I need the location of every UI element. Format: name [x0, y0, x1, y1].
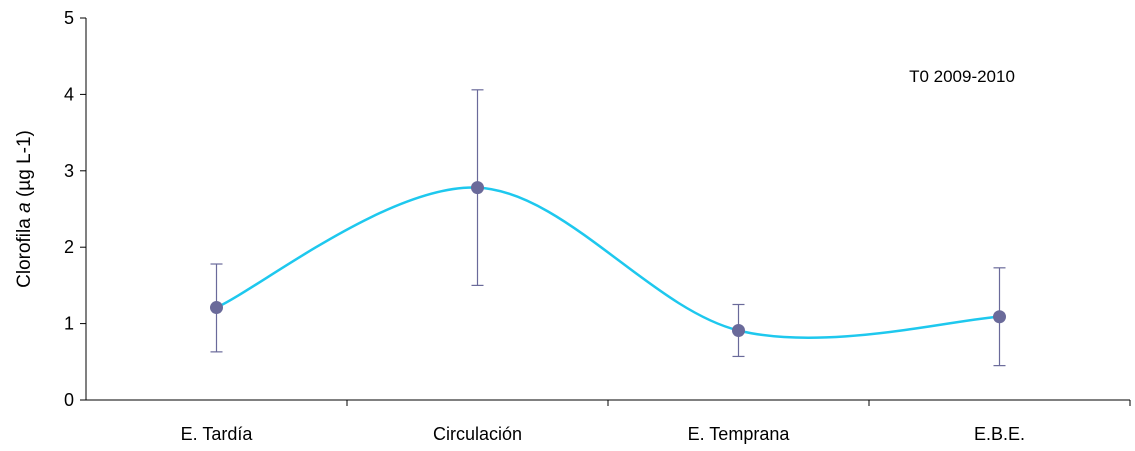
chart-annotation: T0 2009-2010	[909, 67, 1015, 86]
y-tick-label: 3	[64, 161, 74, 181]
x-tick-label: Circulación	[433, 424, 522, 444]
series-layer	[210, 89, 1006, 367]
y-tick-label: 1	[64, 314, 74, 334]
x-tick-label: E. Tardía	[181, 424, 254, 444]
y-axis-title-italic: a	[14, 202, 35, 213]
x-tick-label: E. Temprana	[688, 424, 791, 444]
y-axis-title-unit: (µg L-1)	[14, 130, 35, 202]
y-tick-label: 4	[64, 84, 74, 104]
y-tick-label: 2	[64, 237, 74, 257]
y-tick-label: 5	[64, 8, 74, 28]
y-axis-title-main: Clorofila	[14, 213, 35, 288]
series-line	[215, 186, 1000, 339]
data-point	[732, 323, 745, 337]
x-tick-label: E.B.E.	[974, 424, 1025, 444]
x-ticks: E. Tardía Circulación E. Temprana E.B.E.	[181, 400, 1131, 444]
y-axis-title: Clorofila a (µg L-1)	[14, 130, 35, 288]
data-point	[471, 181, 484, 195]
y-tick-label: 0	[64, 390, 74, 410]
y-ticks: 0 1 2 3 4 5	[64, 8, 86, 410]
data-point	[993, 310, 1006, 324]
data-point	[210, 301, 223, 315]
